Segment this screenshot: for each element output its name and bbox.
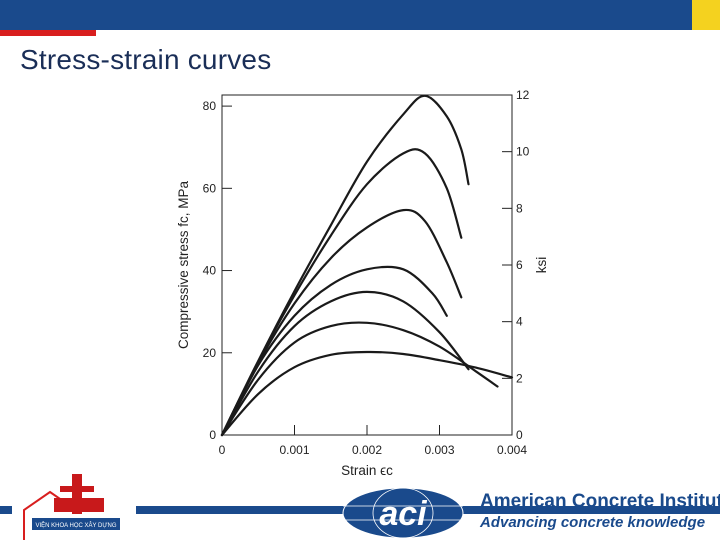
- x-tick-label: 0.003: [424, 443, 454, 457]
- header-yellow-accent: [692, 0, 720, 30]
- x-tick-label: 0: [219, 443, 226, 457]
- y2-tick-label: 4: [516, 315, 523, 329]
- plot-frame: [221, 94, 513, 436]
- y-tick-label: 60: [203, 181, 217, 195]
- y-axis-label: Compressive stress fc, MPa: [176, 180, 191, 349]
- y2-tick-label: 6: [516, 258, 523, 272]
- header-band: [0, 0, 720, 30]
- y2-tick-label: 8: [516, 201, 523, 215]
- logo-banner: [32, 518, 120, 530]
- y-tick-label: 20: [203, 346, 217, 360]
- aci-tagline: Advancing concrete knowledge: [480, 514, 706, 531]
- x-tick-label: 0.002: [352, 443, 382, 457]
- y2-tick-label: 10: [516, 145, 530, 159]
- stress-strain-curve: [220, 148, 463, 437]
- aci-organization-name: American Concrete Institute®: [480, 491, 720, 513]
- x-axis-label: Strain ϵc: [341, 463, 393, 478]
- stress-strain-curve: [220, 350, 514, 437]
- y-tick-label: 80: [203, 99, 217, 113]
- stress-strain-curve: [220, 208, 463, 437]
- globe-shape: [343, 488, 463, 538]
- stress-strain-curve: [220, 94, 470, 437]
- logo-block: [54, 498, 104, 512]
- y-tick-label: 40: [203, 264, 217, 278]
- slide-title: Stress-strain curves: [20, 44, 272, 75]
- y2-tick-label: 2: [516, 371, 523, 385]
- x-tick-label: 0.004: [497, 443, 527, 457]
- footer-band-left: [0, 506, 12, 514]
- y2-tick-label: 0: [516, 428, 523, 442]
- y-tick-label: 0: [209, 428, 216, 442]
- aci-logo-text: aci: [379, 495, 428, 533]
- bst-logo: VIỆN KHOA HỌC XÂY DỰNG: [23, 474, 120, 540]
- stress-strain-curve: [220, 290, 470, 437]
- y2-axis-label: ksi: [534, 257, 549, 274]
- aci-name-text: American Concrete Institute: [480, 491, 720, 512]
- bst-logo-text: VIỆN KHOA HỌC XÂY DỰNG: [35, 521, 116, 529]
- aci-globe-logo: aci: [342, 487, 464, 539]
- stress-strain-curve: [220, 265, 448, 437]
- tower-shape: [72, 474, 82, 514]
- y2-tick-label: 12: [516, 88, 530, 102]
- stress-strain-curve: [220, 321, 499, 437]
- tower-bar: [60, 486, 94, 492]
- x-tick-label: 0.001: [279, 443, 309, 457]
- header-red-accent: [0, 30, 96, 36]
